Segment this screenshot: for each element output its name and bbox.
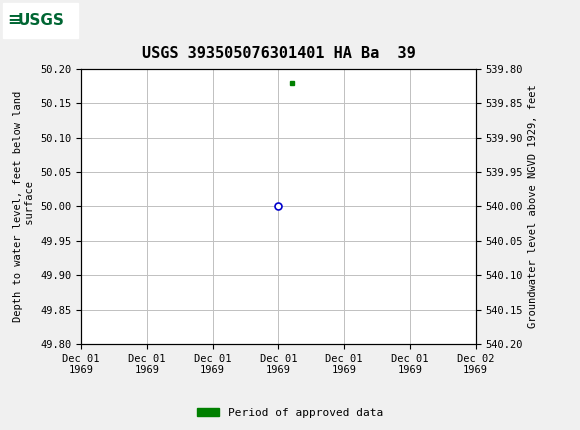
Text: USGS: USGS [17,13,64,28]
FancyBboxPatch shape [3,3,78,37]
Title: USGS 393505076301401 HA Ba  39: USGS 393505076301401 HA Ba 39 [142,46,415,61]
Text: ≡: ≡ [7,12,21,29]
Y-axis label: Depth to water level, feet below land
 surface: Depth to water level, feet below land su… [13,91,35,322]
Y-axis label: Groundwater level above NGVD 1929, feet: Groundwater level above NGVD 1929, feet [528,85,538,328]
Legend: Period of approved data: Period of approved data [193,403,387,422]
